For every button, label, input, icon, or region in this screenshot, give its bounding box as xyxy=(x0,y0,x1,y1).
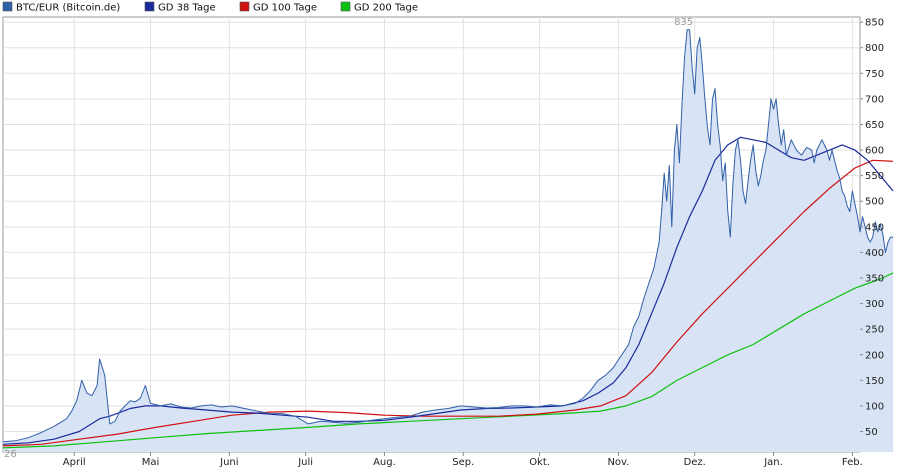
series-lines xyxy=(2,29,894,449)
x-tick-label: Feb. xyxy=(842,457,863,468)
annotations: 835 26 xyxy=(4,17,693,460)
series-line-gd-200-tage xyxy=(2,272,894,449)
x-tick-label: Juli xyxy=(297,457,313,468)
y-axis: 50 100 150 200 250 300 350 400 450 500 550 600 650 70… xyxy=(860,18,884,438)
price-area-fill xyxy=(3,29,894,453)
legend-label-gd-100-tage: GD 100 Tage xyxy=(253,3,317,14)
x-tick-label: Mai xyxy=(142,457,160,468)
y-tick-label: 250 xyxy=(865,325,884,336)
max-annotation: 835 xyxy=(674,17,693,28)
y-tick-label: 150 xyxy=(865,376,884,387)
y-tick-label: 50 xyxy=(865,427,878,438)
y-tick-label: 550 xyxy=(865,171,884,182)
series-line-btc-eur-bitcoin-de xyxy=(2,29,894,443)
legend-swatch-btc-eur-bitcoin-de xyxy=(2,1,13,12)
series-line-gd-100-tage xyxy=(2,159,894,447)
x-axis: April Mai Juni Juli Aug. Sep. Okt. Nov. Dez. Jan.… xyxy=(63,452,863,468)
y-tick-label: 350 xyxy=(865,274,884,285)
y-tick-label: 200 xyxy=(865,350,884,361)
legend-swatch-gd-100-tage xyxy=(239,1,250,12)
x-tick-label: Sep. xyxy=(452,457,474,468)
y-tick-label: 850 xyxy=(865,18,884,29)
legend-label-gd-38-tage: GD 38 Tage xyxy=(158,3,216,14)
y-tick-label: 700 xyxy=(865,94,884,105)
legend-swatch-gd-200-tage xyxy=(340,1,351,12)
price-area xyxy=(3,29,894,453)
x-tick-label: Jan. xyxy=(763,457,783,468)
x-tick-label: Okt. xyxy=(529,457,550,468)
legend: BTC/EUR (Bitcoin.de) GD 38 Tage GD 100 Tag… xyxy=(2,1,418,14)
legend-label-gd-200-tage: GD 200 Tage xyxy=(354,3,418,14)
y-tick-label: 100 xyxy=(865,401,884,412)
y-tick-label: 750 xyxy=(865,69,884,80)
y-tick-label: 300 xyxy=(865,299,884,310)
y-tick-label: 500 xyxy=(865,197,884,208)
y-tick-label: 650 xyxy=(865,120,884,131)
min-annotation: 26 xyxy=(4,449,17,460)
series-line-gd-38-tage xyxy=(2,136,894,445)
y-tick-label: 450 xyxy=(865,222,884,233)
x-tick-label: Dez. xyxy=(684,457,706,468)
y-tick-label: 400 xyxy=(865,248,884,259)
x-tick-label: Aug. xyxy=(373,457,396,468)
y-tick-label: 800 xyxy=(865,43,884,54)
x-tick-label: April xyxy=(63,457,86,468)
y-tick-label: 600 xyxy=(865,146,884,157)
x-tick-label: Nov. xyxy=(607,457,629,468)
x-tick-label: Juni xyxy=(219,457,238,468)
legend-label-btc-eur-bitcoin-de: BTC/EUR (Bitcoin.de) xyxy=(16,3,120,14)
legend-swatch-gd-38-tage xyxy=(144,1,155,12)
